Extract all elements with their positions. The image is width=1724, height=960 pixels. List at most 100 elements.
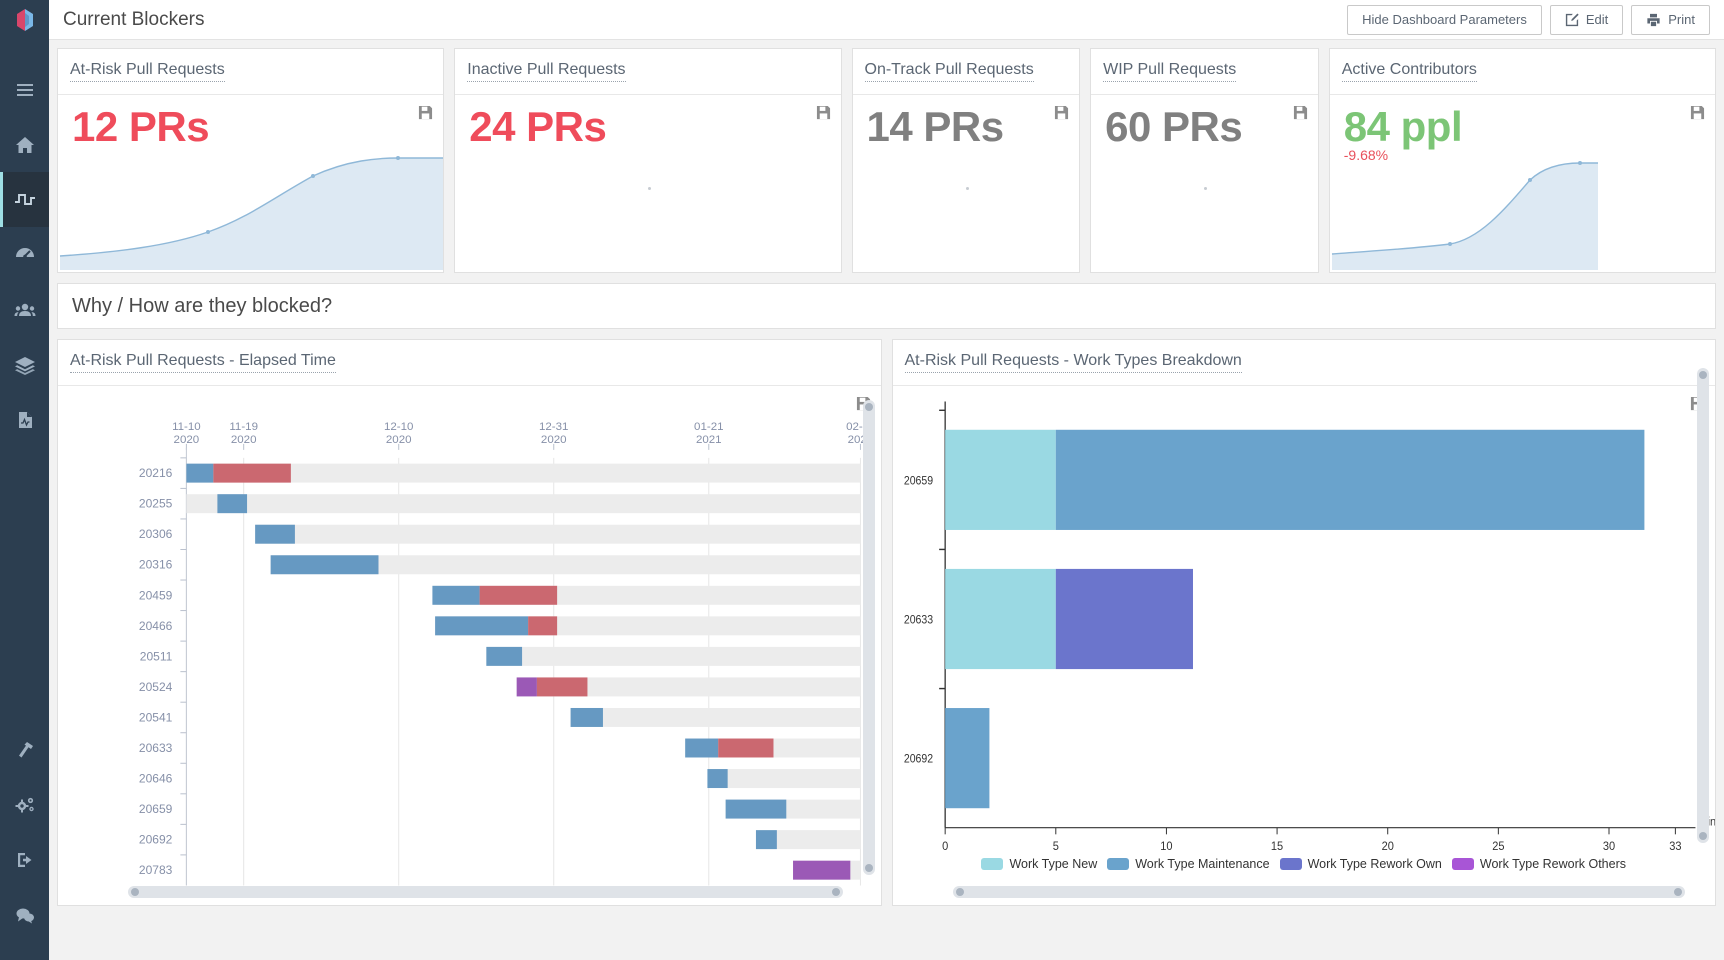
scroll-grip-bottom[interactable] xyxy=(1699,832,1707,840)
svg-text:2021: 2021 xyxy=(696,434,722,446)
svg-text:2020: 2020 xyxy=(174,434,200,446)
top-bar: Current Blockers Hide Dashboard Paramete… xyxy=(49,0,1724,40)
scroll-grip-right[interactable] xyxy=(1674,888,1682,896)
svg-text:20659: 20659 xyxy=(139,802,173,816)
kpi-card-active-contributors: Active Contributors 84 ppl -9.68% xyxy=(1328,48,1716,273)
svg-text:20216: 20216 xyxy=(139,466,173,480)
scroll-grip-top[interactable] xyxy=(1699,371,1707,379)
svg-text:20466: 20466 xyxy=(139,619,173,633)
sparkline-point xyxy=(965,187,969,191)
svg-text:20783: 20783 xyxy=(139,863,173,877)
svg-text:30: 30 xyxy=(1602,839,1614,853)
edit-label: Edit xyxy=(1585,12,1609,27)
sidebar-item-menu-toggle[interactable] xyxy=(0,62,49,117)
kpi-delta: -9.68% xyxy=(1343,147,1389,164)
sidebar-nav-top xyxy=(0,62,49,447)
svg-text:2020: 2020 xyxy=(541,434,567,446)
gantt-chart-card: At-Risk Pull Requests - Elapsed Time 11-… xyxy=(57,339,882,906)
kpi-value: 12 PRs xyxy=(72,103,210,150)
legend-item[interactable]: Work Type New xyxy=(981,857,1097,871)
sidebar-item-support-chat[interactable] xyxy=(0,887,49,942)
kpi-body: 24 PRs xyxy=(455,95,840,272)
breakdown-chart-card: At-Risk Pull Requests - Work Types Break… xyxy=(891,339,1716,906)
sidebar-item-performance[interactable] xyxy=(0,227,49,282)
kpi-card-header: On-Track Pull Requests xyxy=(852,49,1080,95)
svg-text:20659: 20659 xyxy=(903,475,932,488)
sidebar-item-reports[interactable] xyxy=(0,392,49,447)
kpi-value: 60 PRs xyxy=(1105,103,1243,150)
svg-text:01-21: 01-21 xyxy=(694,421,723,433)
app-logo[interactable] xyxy=(0,0,49,40)
kpi-title[interactable]: Active Contributors xyxy=(1341,61,1477,82)
gantt-vertical-scrollbar[interactable] xyxy=(862,400,875,875)
kpi-body: 14 PRs xyxy=(853,95,1080,272)
legend-label: Work Type Rework Own xyxy=(1307,857,1442,871)
gantt-horizontal-scrollbar[interactable] xyxy=(128,886,843,898)
sidebar-item-logout[interactable] xyxy=(0,832,49,887)
sidebar-nav-bottom xyxy=(0,722,49,960)
kpi-body: 12 PRs xyxy=(58,95,444,272)
svg-text:20511: 20511 xyxy=(140,649,173,663)
legend-swatch xyxy=(1451,858,1474,870)
svg-text:11-19: 11-19 xyxy=(229,421,258,433)
scroll-grip-top[interactable] xyxy=(864,403,873,411)
svg-text:20633: 20633 xyxy=(139,741,173,755)
legend-item[interactable]: Work Type Maintenance xyxy=(1107,857,1270,871)
save-icon[interactable] xyxy=(418,105,433,125)
sidebar-item-home[interactable] xyxy=(0,117,49,172)
gantt-card-title[interactable]: At-Risk Pull Requests - Elapsed Time xyxy=(70,352,336,373)
svg-text:12-10: 12-10 xyxy=(384,421,413,433)
hide-dashboard-parameters-button[interactable]: Hide Dashboard Parameters xyxy=(1347,4,1542,35)
chart-row: At-Risk Pull Requests - Elapsed Time 11-… xyxy=(57,339,1716,906)
gantt-chart-body: 11-10 2020 11-19 2020 12-10 2020 12-31 2020 01-2… xyxy=(58,386,881,905)
svg-text:20316: 20316 xyxy=(139,558,173,572)
edit-button[interactable]: Edit xyxy=(1549,4,1624,35)
sidebar-item-settings[interactable] xyxy=(0,777,49,832)
sidebar-item-teams[interactable] xyxy=(0,282,49,337)
kpi-body: 84 ppl -9.68% xyxy=(1330,95,1715,272)
scroll-grip-bottom[interactable] xyxy=(864,864,873,872)
legend-label: Work Type Maintenance xyxy=(1135,857,1270,871)
legend-swatch xyxy=(1107,858,1130,870)
print-button[interactable]: Print xyxy=(1631,4,1710,35)
section-header: Why / How are they blocked? xyxy=(57,283,1716,329)
breakdown-card-title[interactable]: At-Risk Pull Requests - Work Types Break… xyxy=(904,352,1242,373)
edit-pencil-icon xyxy=(1565,13,1579,26)
svg-text:20: 20 xyxy=(1381,839,1393,853)
kpi-title[interactable]: On-Track Pull Requests xyxy=(864,61,1034,82)
legend-item[interactable]: Work Type Rework Own xyxy=(1279,857,1442,871)
sidebar-item-projects[interactable] xyxy=(0,337,49,392)
breakdown-vertical-scrollbar[interactable] xyxy=(1697,368,1709,843)
kpi-value: 24 PRs xyxy=(469,103,607,150)
save-icon[interactable] xyxy=(1690,105,1705,125)
sidebar-item-tools[interactable] xyxy=(0,722,49,777)
kpi-title[interactable]: At-Risk Pull Requests xyxy=(70,61,225,82)
svg-text:20306: 20306 xyxy=(139,527,173,541)
breakdown-plot[interactable]: 05101520253033Lines of Co206592063320692 xyxy=(893,386,1716,905)
section-title: Why / How are they blocked? xyxy=(72,294,333,317)
save-icon[interactable] xyxy=(816,105,831,125)
kpi-card-header: Active Contributors xyxy=(1329,49,1715,95)
kpi-card-at-risk-pull-requests: At-Risk Pull Requests 12 PRs xyxy=(57,48,445,273)
sidebar-item-signals[interactable] xyxy=(0,172,49,227)
breakdown-horizontal-scrollbar[interactable] xyxy=(952,886,1685,898)
sparkline-point xyxy=(1204,187,1208,191)
scroll-grip-right[interactable] xyxy=(831,888,840,896)
save-icon[interactable] xyxy=(1293,105,1308,125)
breakdown-chart-body: 05101520253033Lines of Co206592063320692 xyxy=(893,386,1716,905)
kpi-title[interactable]: WIP Pull Requests xyxy=(1103,61,1237,82)
kpi-title[interactable]: Inactive Pull Requests xyxy=(467,61,626,82)
gantt-plot[interactable]: 11-10202011-19202012-10202012-31202001-2… xyxy=(58,386,881,905)
kpi-value: 84 ppl xyxy=(1343,103,1463,150)
scroll-grip-left[interactable] xyxy=(955,888,964,896)
kpi-card-header: WIP Pull Requests xyxy=(1091,49,1318,95)
sparkline-point xyxy=(647,187,651,191)
legend-item[interactable]: Work Type Rework Others xyxy=(1451,857,1626,871)
save-icon[interactable] xyxy=(1054,105,1069,125)
svg-text:2020: 2020 xyxy=(231,434,257,446)
svg-text:15: 15 xyxy=(1270,839,1282,853)
svg-text:33: 33 xyxy=(1669,839,1681,853)
scroll-grip-left[interactable] xyxy=(131,888,139,896)
svg-text:0: 0 xyxy=(942,839,948,853)
